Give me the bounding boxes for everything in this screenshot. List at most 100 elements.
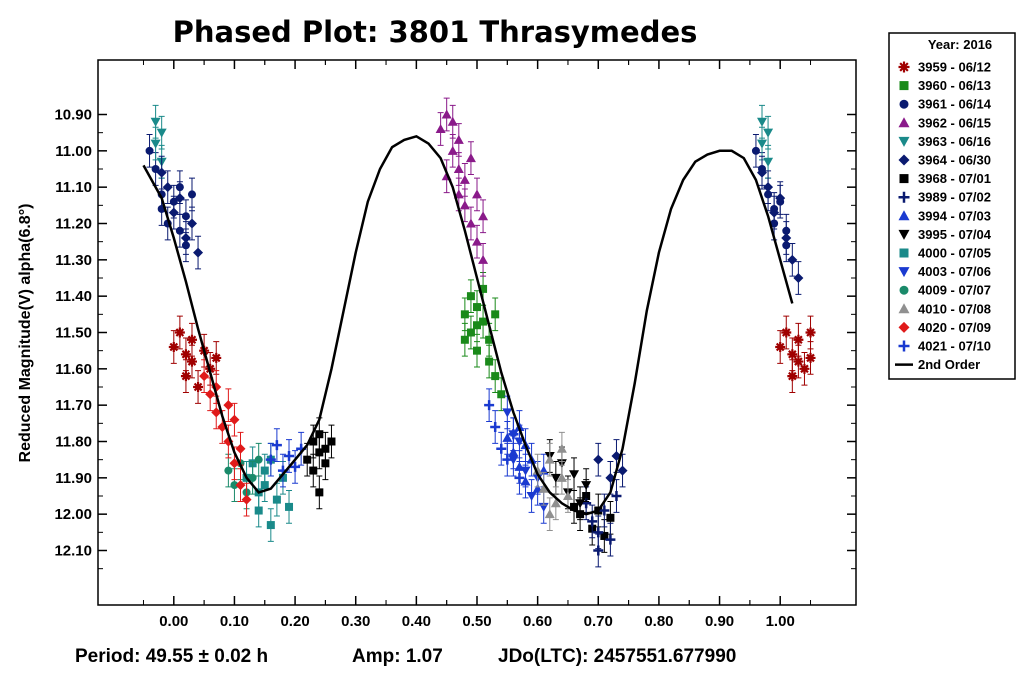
data-point xyxy=(290,461,301,472)
data-point xyxy=(309,437,318,446)
fit-curve-2nd-order xyxy=(142,134,794,516)
x-axis: 0.00 0.10 0.20 0.30 0.40 0.50 0.60 0.70 0.80 0.90… xyxy=(142,60,812,630)
data-point xyxy=(186,334,197,345)
y-tick-label: 11.60 xyxy=(55,361,92,378)
data-point xyxy=(186,356,197,367)
legend-item-label: 4021 - 07/10 xyxy=(918,339,991,354)
data-point xyxy=(459,200,470,210)
legend-item-label: 3964 - 06/30 xyxy=(918,153,991,168)
data-point xyxy=(898,210,910,221)
legend-item-label: 3961 - 06/14 xyxy=(918,97,992,112)
data-point xyxy=(315,488,324,497)
y-tick-label: 11.40 xyxy=(55,288,92,305)
legend-item-label: 3995 - 07/04 xyxy=(918,227,992,242)
data-point xyxy=(617,465,628,476)
data-point xyxy=(556,472,567,482)
data-point xyxy=(193,382,204,392)
y-axis-label: Reduced Magnitude(V) alpha(6.8°) xyxy=(17,204,34,463)
data-point xyxy=(174,193,185,204)
data-point xyxy=(556,443,567,453)
data-point xyxy=(180,349,191,360)
data-point xyxy=(186,218,197,229)
data-point xyxy=(254,455,263,464)
y-tick-label: 11.70 xyxy=(55,397,92,414)
chart-title: Phased Plot: 3801 Thrasymedes xyxy=(173,15,698,49)
data-point xyxy=(473,321,481,330)
legend-title: Year: 2016 xyxy=(928,37,992,52)
data-point xyxy=(508,429,519,440)
data-point xyxy=(459,174,470,184)
data-point xyxy=(271,440,282,451)
data-point xyxy=(757,139,768,149)
data-point xyxy=(751,146,760,155)
footer-amplitude: Amp: 1.07 xyxy=(352,646,443,667)
data-point xyxy=(898,191,910,203)
legend-items: 3959 - 06/12 3960 - 06/13 3961 - 06/14 3962… xyxy=(895,60,992,372)
data-point xyxy=(466,328,475,337)
y-tick-label: 11.10 xyxy=(55,179,92,196)
data-point xyxy=(193,247,204,258)
data-point xyxy=(460,335,469,344)
data-point xyxy=(156,128,167,138)
data-point xyxy=(898,321,910,333)
x-tick-label: 0.60 xyxy=(523,613,552,630)
data-point xyxy=(162,182,173,193)
data-point xyxy=(327,437,336,446)
legend-item-label: 3989 - 07/02 xyxy=(918,190,991,205)
data-point xyxy=(757,117,768,127)
data-point xyxy=(235,480,246,491)
data-point xyxy=(453,164,464,173)
data-point xyxy=(211,407,222,418)
legend-box xyxy=(888,32,1016,380)
data-point xyxy=(575,499,586,509)
data-point xyxy=(757,167,768,178)
y-tick-label: 10.90 xyxy=(54,107,92,124)
x-tick-label: 0.00 xyxy=(159,613,188,630)
x-tick-label: 1.00 xyxy=(766,613,795,630)
data-point xyxy=(600,531,609,540)
data-point xyxy=(502,408,513,418)
data-point xyxy=(898,136,910,147)
data-point xyxy=(181,212,190,221)
data-point xyxy=(763,157,774,167)
x-tick-label: 0.70 xyxy=(584,613,613,630)
data-point xyxy=(569,470,580,480)
data-point xyxy=(532,465,543,475)
footer-jdo: JDo(LTC): 2457551.677990 xyxy=(498,646,736,667)
data-point xyxy=(491,310,500,319)
data-point xyxy=(465,153,476,163)
data-point xyxy=(544,509,555,519)
x-tick-label: 0.90 xyxy=(705,613,734,630)
data-point xyxy=(223,400,234,411)
data-point xyxy=(514,472,525,483)
data-point xyxy=(799,363,810,374)
data-point xyxy=(611,491,622,501)
data-point xyxy=(593,545,604,556)
y-tick-label: 11.20 xyxy=(55,216,92,233)
data-point xyxy=(235,443,246,454)
data-point xyxy=(805,352,816,363)
x-tick-label: 0.50 xyxy=(462,613,491,630)
data-point xyxy=(205,389,216,400)
data-point xyxy=(447,116,458,126)
data-point xyxy=(150,117,161,127)
data-point xyxy=(321,444,330,453)
legend-item-label: 2nd Order xyxy=(918,357,980,372)
data-point xyxy=(485,335,494,344)
data-point xyxy=(502,432,513,442)
data-point xyxy=(265,454,276,465)
x-tick-label: 0.40 xyxy=(402,613,431,630)
data-point xyxy=(898,154,910,166)
legend-item-label: 4009 - 07/07 xyxy=(918,283,991,298)
data-point xyxy=(491,372,500,381)
data-point xyxy=(145,146,154,155)
y-tick-label: 11.50 xyxy=(55,325,92,342)
data-point xyxy=(168,342,179,353)
data-point xyxy=(303,455,312,464)
legend-item-label: 4000 - 07/05 xyxy=(918,246,991,261)
footer-period: Period: 49.55 ± 0.02 h xyxy=(75,646,268,667)
data-point xyxy=(478,254,489,264)
y-tick-label: 11.90 xyxy=(55,470,92,487)
data-point xyxy=(502,454,513,465)
legend-item-label: 3960 - 06/13 xyxy=(918,78,991,93)
